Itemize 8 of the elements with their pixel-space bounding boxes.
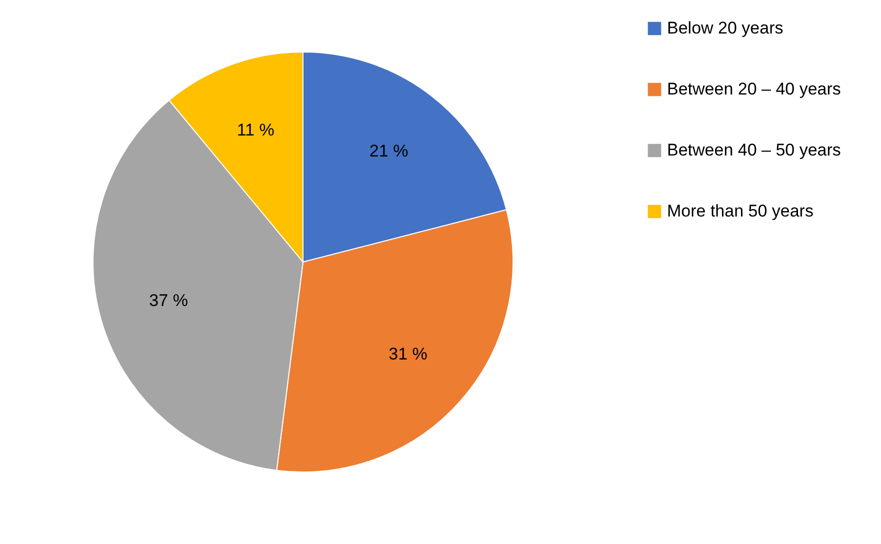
data-label: 37 %	[149, 291, 188, 310]
legend-label: Below 20 years	[667, 18, 784, 38]
legend-label: More than 50 years	[667, 202, 814, 220]
data-label: 11 %	[236, 120, 274, 140]
data-label: 21 %	[369, 141, 408, 160]
legend-label: Between 40 – 50 years	[667, 140, 841, 160]
legend-label: Between 20 – 40 years	[667, 80, 841, 98]
data-label: 31 %	[388, 344, 428, 364]
